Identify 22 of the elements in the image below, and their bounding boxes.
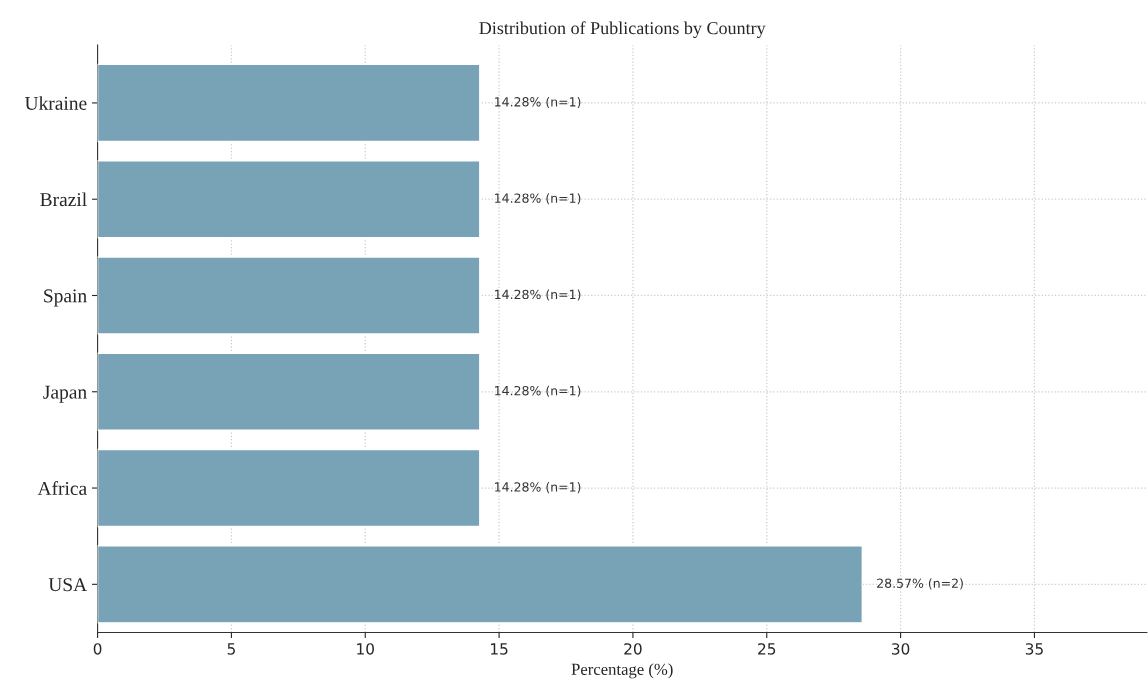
chart-title: Distribution of Publications by Country: [479, 21, 766, 38]
x-axis-title: Percentage (%): [571, 663, 673, 679]
data-label: 14.28% (n=1): [495, 289, 581, 301]
y-tick-label: USA: [48, 578, 88, 592]
x-tick-label: 25: [758, 643, 776, 655]
data-label: 14.28% (n=1): [495, 385, 581, 397]
data-label: 28.57% (n=2): [877, 578, 963, 590]
data-label: 14.28% (n=1): [495, 96, 581, 109]
x-tick-label: 30: [892, 643, 910, 655]
x-tick-label: 5: [227, 643, 235, 655]
x-tick-label: 20: [624, 643, 642, 655]
x-tick-label: 35: [1025, 643, 1043, 655]
data-label: 14.28% (n=1): [495, 193, 581, 205]
x-tick-label: 15: [491, 643, 508, 655]
x-tick-label: 0: [93, 643, 102, 655]
y-tick-label: Africa: [37, 481, 87, 495]
data-label: 14.28% (n=1): [495, 482, 581, 494]
y-tick-label: Spain: [44, 289, 87, 307]
y-tick-label: Brazil: [40, 192, 87, 207]
x-tick-label: 10: [357, 643, 374, 655]
y-tick-label: Japan: [43, 385, 87, 403]
y-tick-label: Ukraine: [24, 96, 87, 110]
